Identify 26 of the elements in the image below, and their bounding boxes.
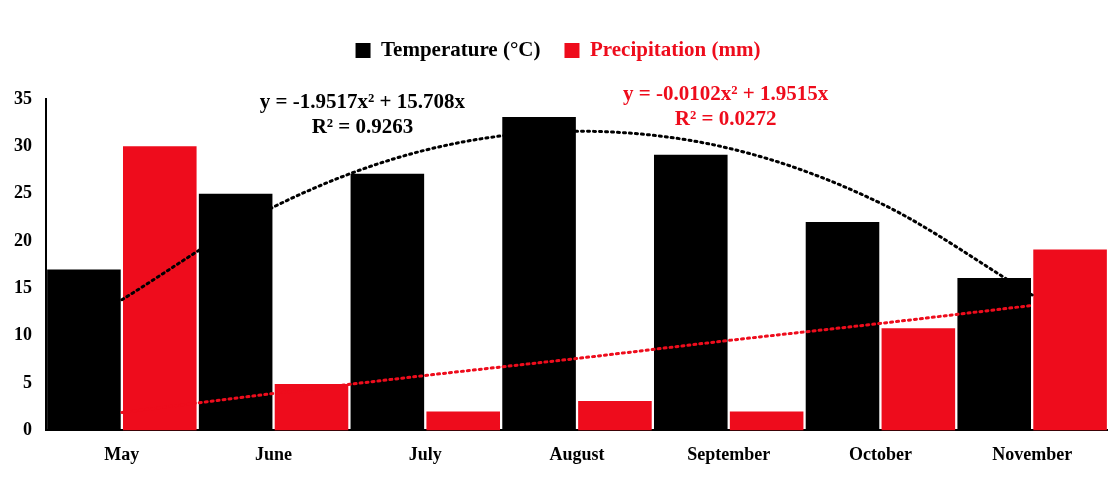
x-tick-label: August (549, 443, 605, 464)
x-tick-label: October (848, 443, 912, 464)
x-tick-label: September (687, 443, 771, 464)
y-tick-label: 30 (14, 135, 32, 155)
y-tick-label: 10 (14, 324, 32, 345)
annotation: R² = 0.9263 (311, 114, 414, 139)
bar (881, 328, 956, 431)
bar (578, 401, 652, 431)
annotation: R² = 0.0272 (674, 106, 777, 131)
x-tick-label: May (104, 443, 140, 464)
legend-label: Temperature (°C) (381, 36, 541, 61)
bar (729, 411, 804, 431)
y-tick-label: 35 (14, 87, 32, 108)
x-tick-label: June (255, 443, 293, 464)
y-tick-label: 5 (23, 371, 32, 392)
y-tick-label: 0 (23, 419, 32, 440)
x-tick-label: November (992, 443, 1073, 464)
bar (1033, 249, 1107, 431)
y-tick-label: 25 (14, 182, 32, 203)
legend-label: Precipitation (mm) (589, 36, 761, 61)
annotation: y = -0.0102x² + 1.9515x (623, 81, 829, 106)
y-tick-label: 20 (14, 229, 32, 250)
x-tick-label: July (408, 443, 442, 464)
annotation: y = -1.9517x² + 15.708x (259, 89, 466, 114)
y-tick-label: 15 (14, 277, 32, 298)
bar (426, 411, 501, 431)
